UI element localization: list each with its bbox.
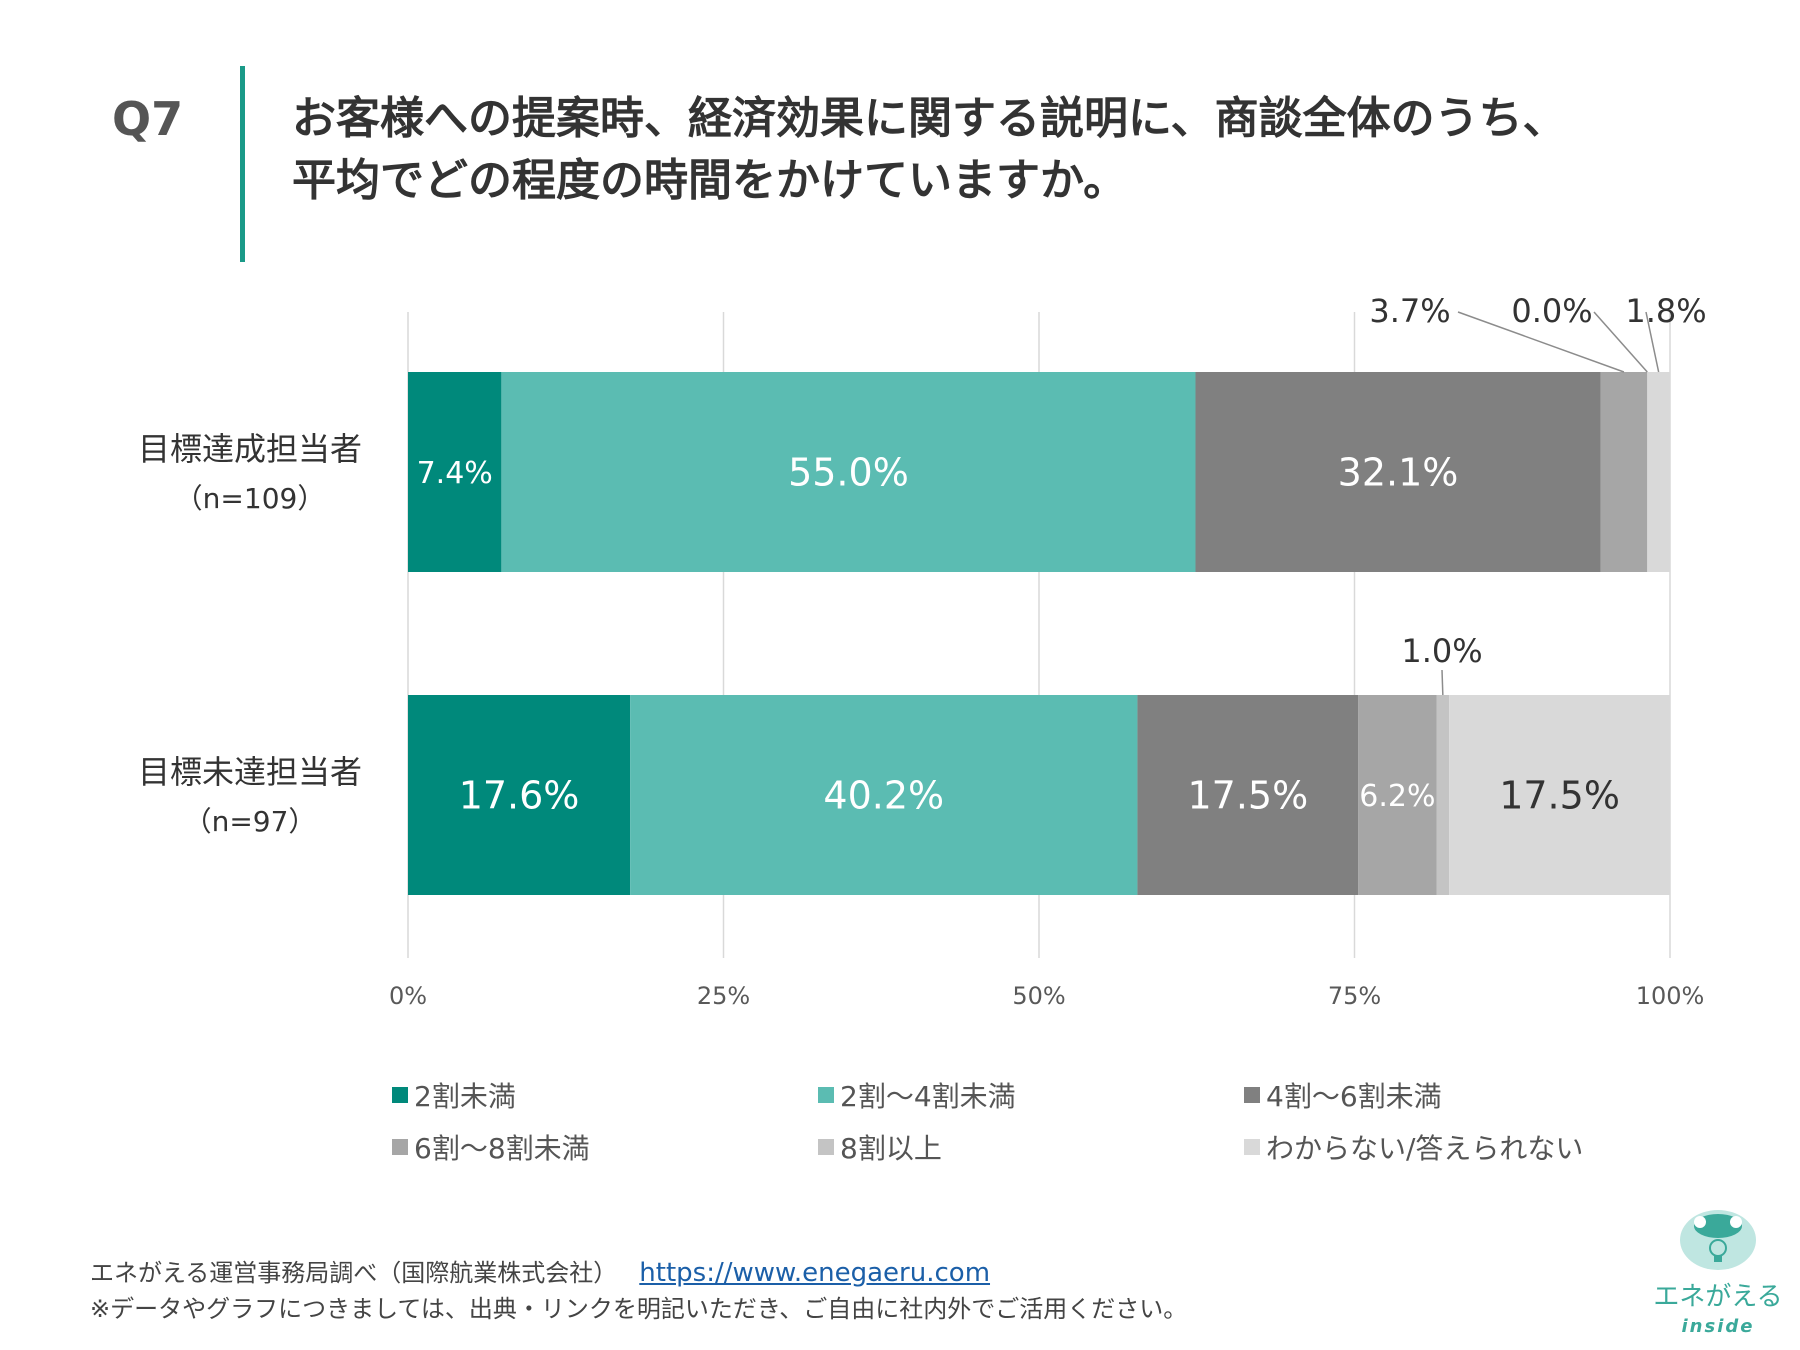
legend-item: 6割～8割未満 — [392, 1127, 590, 1167]
bar-segment — [1358, 695, 1437, 895]
stacked-bar-chart: 0% 25% 50% 75% 100% 目標達成担当者 （n=109） 目標未達担当者 （n=9… — [138, 292, 1707, 1010]
legend-swatch — [392, 1139, 408, 1155]
data-label: 3.7% — [1369, 292, 1450, 330]
footer: エネがえる運営事務局調べ（国際航業株式会社） https://www.enegae… — [90, 1255, 1187, 1327]
data-label: 17.6% — [459, 774, 580, 818]
x-tick-label: 0% — [389, 982, 427, 1010]
legend-swatch — [1244, 1087, 1260, 1103]
bar-segment — [630, 695, 1138, 895]
bar-segment — [1436, 695, 1450, 895]
callout-line — [1441, 669, 1444, 696]
data-label: 40.2% — [823, 774, 944, 818]
data-label: 55.0% — [788, 451, 909, 495]
bar-segment — [1195, 372, 1601, 572]
data-label: 7.4% — [417, 456, 493, 491]
legend-swatch — [392, 1087, 408, 1103]
legend-swatch — [818, 1087, 834, 1103]
legend-label: 6割～8割未満 — [414, 1132, 590, 1165]
enegaeru-logo-icon — [1680, 1210, 1756, 1270]
footer-source-line: エネがえる運営事務局調べ（国際航業株式会社） https://www.enegae… — [90, 1255, 1187, 1291]
bar-segment — [408, 372, 502, 572]
callout-line — [1457, 311, 1625, 373]
bar-segment — [1449, 695, 1670, 895]
x-tick-label: 25% — [697, 982, 750, 1010]
data-label: 1.0% — [1401, 632, 1482, 670]
accent-divider — [240, 66, 245, 262]
legend-swatch — [1244, 1139, 1260, 1155]
callout-line — [1593, 311, 1648, 373]
category-label: 目標達成担当者 — [138, 430, 362, 468]
legend-label: 2割未満 — [414, 1080, 516, 1113]
data-label: 17.5% — [1499, 774, 1620, 818]
category-label: 目標未達担当者 — [138, 753, 362, 791]
legend-swatch — [818, 1139, 834, 1155]
question-title-line-1: お客様への提案時、経済効果に関する説明に、商談全体のうち、 — [292, 93, 1567, 144]
x-tick-label: 75% — [1328, 982, 1381, 1010]
category-n-label: （n=97） — [184, 805, 317, 838]
x-tick-label: 50% — [1012, 982, 1065, 1010]
legend-item: 2割未満 — [392, 1075, 516, 1115]
data-label: 6.2% — [1359, 779, 1435, 814]
category-n-label: （n=109） — [175, 482, 326, 515]
bar-segment — [408, 695, 631, 895]
callout-line — [1645, 311, 1660, 373]
logo-name: エネがえる — [1653, 1282, 1783, 1312]
source-link[interactable]: https://www.enegaeru.com — [639, 1258, 991, 1288]
data-label: 0.0% — [1511, 292, 1592, 330]
logo-text: エネがえる inside — [1646, 1282, 1790, 1342]
usage-note: ※データやグラフにつきましては、出典・リンクを明記いただき、ご自由に社内外でご活… — [90, 1295, 1188, 1323]
question-title: お客様への提案時、経済効果に関する説明に、商談全体のうち、 平均でどの程度の時間… — [292, 88, 1567, 212]
bar-segment — [501, 372, 1196, 572]
legend-item: 4割～6割未満 — [1244, 1075, 1442, 1115]
legend-label: わからない/答えられない — [1266, 1132, 1584, 1165]
legend-item: 8割以上 — [818, 1127, 942, 1167]
data-label: 17.5% — [1188, 774, 1309, 818]
x-tick-label: 100% — [1636, 982, 1705, 1010]
legend-label: 2割～4割未満 — [840, 1080, 1016, 1113]
legend-item: 2割～4割未満 — [818, 1075, 1016, 1115]
data-label: 32.1% — [1338, 451, 1459, 495]
legend-label: 4割～6割未満 — [1266, 1080, 1442, 1113]
legend-item: わからない/答えられない — [1244, 1127, 1583, 1167]
logo-sub: inside — [1681, 1316, 1755, 1337]
bar-segment — [1600, 372, 1648, 572]
bar-segment — [1137, 695, 1359, 895]
question-title-line-2: 平均でどの程度の時間をかけていますか。 — [292, 155, 1128, 206]
legend-label: 8割以上 — [840, 1132, 942, 1165]
bar-segment — [1647, 372, 1670, 572]
source-text: エネがえる運営事務局調べ（国際航業株式会社） — [90, 1259, 618, 1287]
data-label: 1.8% — [1625, 292, 1706, 330]
question-number: Q7 — [112, 92, 184, 146]
